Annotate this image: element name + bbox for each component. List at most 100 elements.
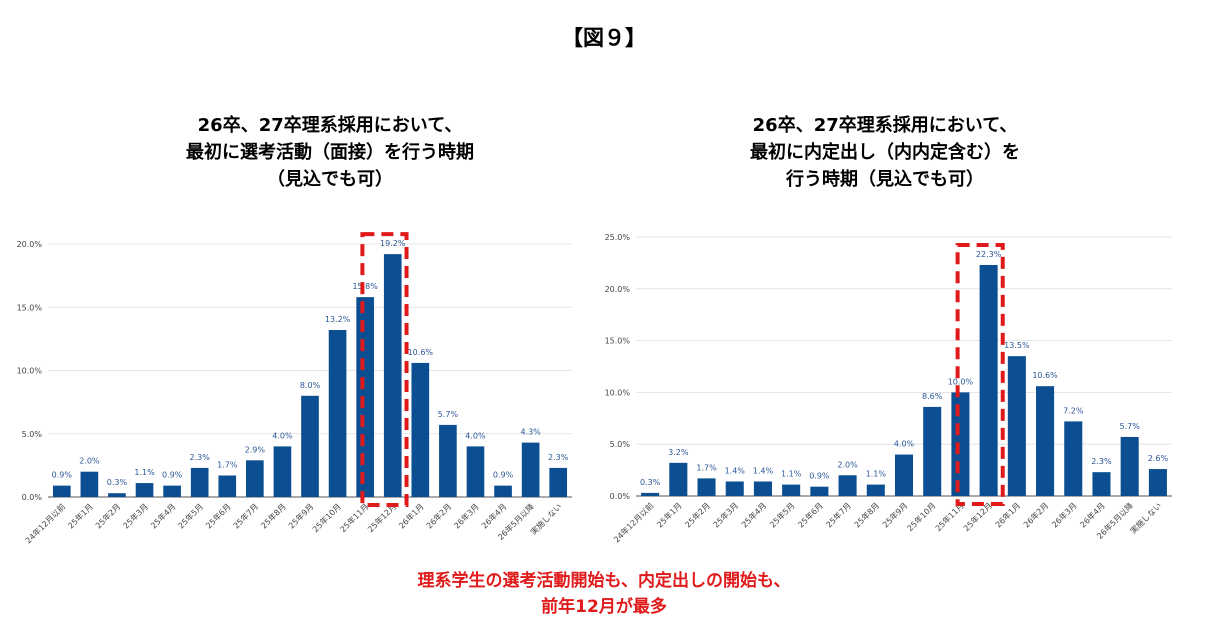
x-tick-label: 25年8月 (852, 500, 881, 529)
x-tick-label: 25年2月 (683, 500, 712, 529)
bar (52, 485, 71, 497)
bar (1007, 356, 1026, 496)
data-label: 4.3% (520, 428, 541, 437)
x-tick-label: 25年6月 (796, 500, 825, 529)
bar (1064, 421, 1083, 496)
data-label: 0.9% (493, 471, 514, 480)
y-tick-label: 5.0% (22, 430, 43, 439)
x-tick-label: 24年12月以前 (611, 500, 655, 544)
bar (1092, 472, 1111, 496)
data-label: 7.2% (1063, 406, 1084, 415)
data-label: 1.4% (725, 466, 746, 475)
data-label: 2.6% (1148, 454, 1169, 463)
data-label: 0.3% (640, 478, 661, 487)
chart-title-left-line-1: 26卒、27卒理系採用において、 (197, 115, 463, 136)
bar (894, 454, 914, 496)
y-tick-label: 15.0% (17, 303, 43, 312)
data-label: 0.9% (52, 471, 73, 480)
highlight-box (360, 232, 409, 507)
data-label: 1.7% (217, 460, 238, 469)
x-tick-label: 26年2月 (1021, 500, 1050, 529)
data-label: 4.0% (272, 431, 293, 440)
data-label: 2.3% (1091, 457, 1112, 466)
bar (466, 446, 485, 497)
data-label: 3.2% (668, 448, 689, 457)
data-label: 2.9% (245, 445, 266, 454)
bar (218, 475, 237, 497)
bar (923, 406, 942, 496)
figure-label: 【図９】 (562, 26, 646, 50)
data-label: 4.0% (465, 431, 486, 440)
x-tick-label: 25年9月 (880, 500, 909, 529)
data-label: 0.9% (809, 472, 830, 481)
x-tick-label: 25年4月 (739, 500, 768, 529)
bar (1120, 436, 1139, 496)
chart-title-left: 26卒、27卒理系採用において、 最初に選考活動（面接）を行う時期 （見込でも可… (110, 112, 550, 193)
data-label: 1.1% (781, 470, 802, 479)
bar (669, 462, 688, 496)
data-label: 2.3% (190, 453, 211, 462)
bar (163, 485, 181, 497)
data-label: 4.0% (894, 440, 915, 449)
x-tick-label: 25年10月 (905, 500, 938, 533)
y-tick-label: 20.0% (17, 240, 43, 249)
data-label: 8.6% (922, 392, 943, 401)
data-label: 0.9% (162, 471, 183, 480)
bar (1148, 469, 1167, 496)
bar (951, 392, 970, 496)
bar (697, 478, 716, 496)
x-tick-label: 26年4月 (1078, 500, 1107, 529)
y-tick-label: 10.0% (605, 388, 631, 397)
bar (246, 460, 264, 497)
chart-title-right-line-3: 行う時期（見込でも可） (786, 169, 984, 190)
conclusion-line-2: 前年12月が最多 (541, 597, 667, 617)
data-label: 13.2% (325, 315, 351, 324)
data-label: 22.3% (976, 250, 1002, 259)
data-label: 1.7% (696, 463, 717, 472)
bar (810, 486, 829, 496)
data-label: 2.0% (79, 457, 100, 466)
data-label: 19.2% (380, 239, 406, 248)
y-tick-label: 5.0% (610, 440, 631, 449)
data-label: 10.0% (948, 377, 974, 386)
bar (979, 264, 998, 496)
data-label: 8.0% (300, 381, 321, 390)
data-label: 1.4% (753, 466, 774, 475)
bar (753, 481, 772, 496)
x-tick-label: 26年3月 (1049, 500, 1078, 529)
y-tick-label: 20.0% (605, 285, 631, 294)
conclusion-text: 理系学生の選考活動開始も、内定出しの開始も、 前年12月が最多 (0, 568, 1208, 620)
y-tick-label: 0.0% (22, 493, 43, 502)
data-label: 13.5% (1004, 341, 1030, 350)
bar (866, 484, 885, 496)
y-tick-label: 10.0% (17, 367, 43, 376)
bar (1036, 386, 1055, 496)
x-tick-label: 25年7月 (824, 500, 853, 529)
data-label: 5.7% (1120, 422, 1141, 431)
bar (494, 485, 512, 497)
chart-title-right-line-2: 最初に内定出し（内内定含む）を (750, 142, 1020, 163)
bar (641, 492, 660, 496)
bar (383, 254, 402, 497)
data-label: 10.6% (1032, 371, 1058, 380)
bar (725, 481, 744, 496)
x-tick-label: 25年1月 (655, 500, 684, 529)
data-label: 2.3% (548, 453, 569, 462)
bar (135, 483, 154, 497)
y-tick-label: 25.0% (605, 233, 631, 242)
bar (301, 395, 319, 497)
data-label: 1.1% (866, 470, 887, 479)
bar (273, 446, 292, 497)
bar (782, 484, 801, 496)
bar (439, 424, 457, 497)
data-label: 5.7% (438, 410, 459, 419)
chart-title-left-line-3: （見込でも可） (267, 169, 393, 190)
bar (80, 471, 99, 497)
y-tick-label: 15.0% (605, 337, 631, 346)
chart-title-right: 26卒、27卒理系採用において、 最初に内定出し（内内定含む）を 行う時期（見込… (665, 112, 1105, 193)
bar (108, 493, 126, 497)
data-label: 15.8% (352, 282, 378, 291)
data-label: 1.1% (134, 468, 155, 477)
